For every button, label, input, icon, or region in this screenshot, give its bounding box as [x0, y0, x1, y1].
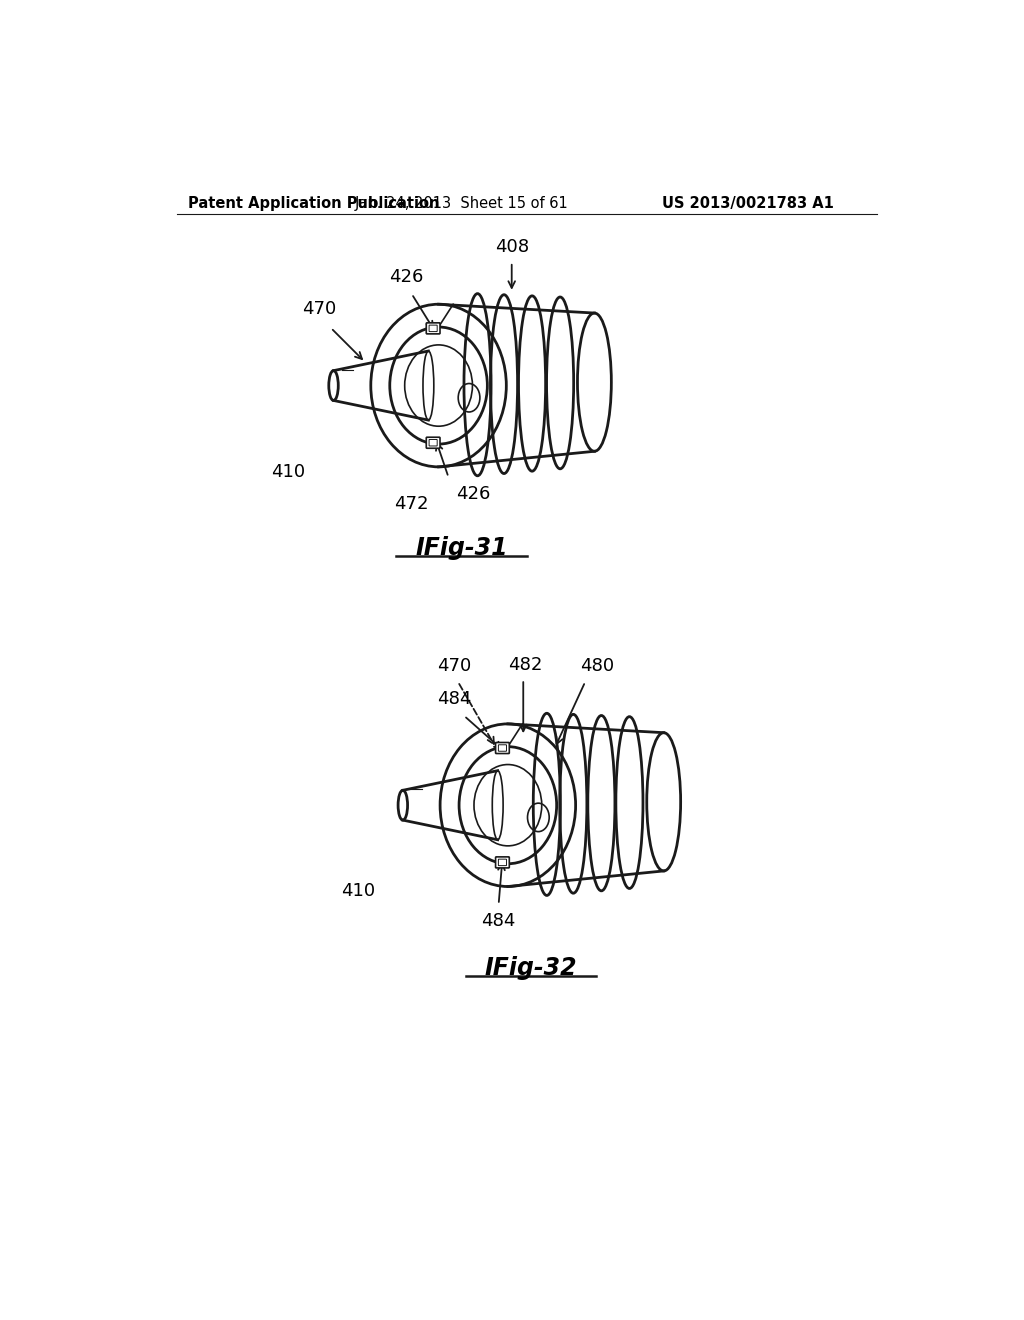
Text: 426: 426 [457, 484, 490, 503]
Text: Jan. 24, 2013  Sheet 15 of 61: Jan. 24, 2013 Sheet 15 of 61 [354, 195, 568, 211]
Text: 470: 470 [302, 300, 336, 318]
Text: IFig-31: IFig-31 [416, 536, 508, 560]
Text: 426: 426 [389, 268, 423, 286]
FancyBboxPatch shape [499, 859, 507, 866]
FancyBboxPatch shape [426, 323, 440, 334]
Text: US 2013/0021783 A1: US 2013/0021783 A1 [662, 195, 834, 211]
Text: 410: 410 [341, 882, 375, 900]
Text: 484: 484 [437, 690, 472, 708]
FancyBboxPatch shape [499, 744, 507, 751]
FancyBboxPatch shape [429, 440, 437, 446]
FancyBboxPatch shape [426, 437, 440, 449]
Text: 480: 480 [580, 657, 614, 676]
FancyBboxPatch shape [429, 325, 437, 331]
Text: 470: 470 [437, 657, 471, 676]
Text: 482: 482 [508, 656, 542, 673]
FancyBboxPatch shape [496, 857, 509, 869]
Text: 408: 408 [495, 239, 528, 256]
FancyBboxPatch shape [496, 742, 509, 754]
Text: 472: 472 [394, 495, 429, 513]
Text: 484: 484 [481, 912, 516, 931]
Text: Patent Application Publication: Patent Application Publication [188, 195, 440, 211]
Text: IFig-32: IFig-32 [484, 956, 578, 979]
Text: 410: 410 [271, 462, 305, 480]
